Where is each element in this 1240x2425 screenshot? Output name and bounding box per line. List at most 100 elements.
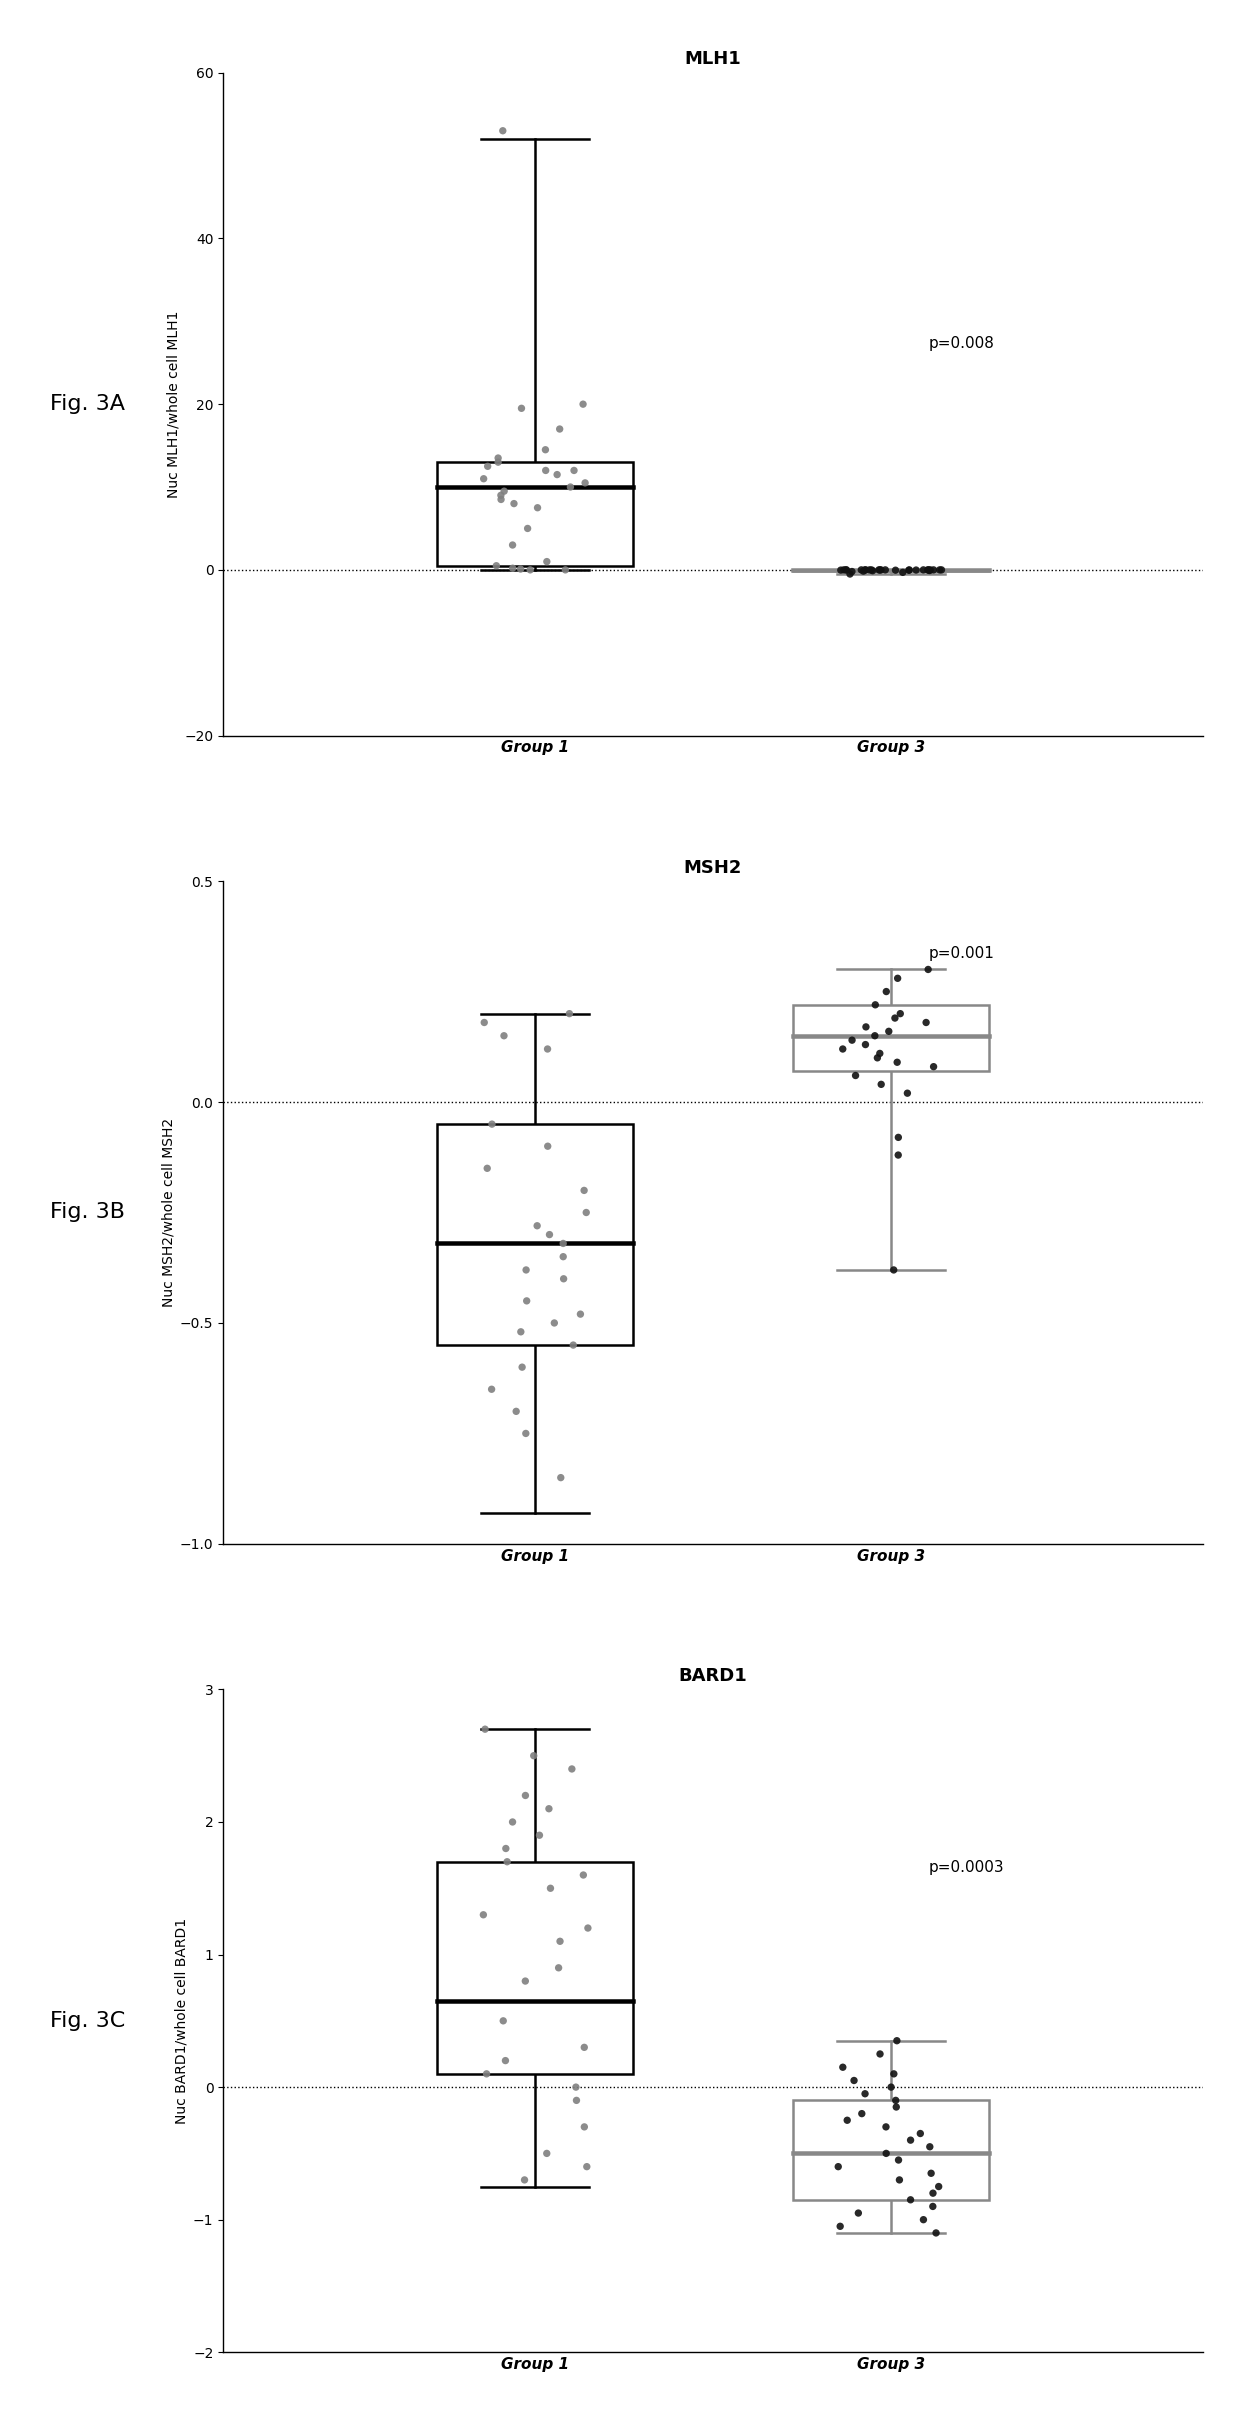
- Point: [494, 2001, 513, 2039]
- Point: [930, 550, 950, 589]
- Point: [564, 451, 584, 490]
- Point: [931, 550, 951, 589]
- Point: [486, 546, 506, 584]
- Point: [515, 2161, 534, 2199]
- Point: [502, 526, 522, 565]
- Point: [910, 2115, 930, 2153]
- Point: [877, 972, 897, 1011]
- Point: [875, 2107, 895, 2146]
- Point: [495, 473, 515, 512]
- Point: [516, 1962, 536, 2001]
- Point: [541, 1870, 560, 1908]
- Point: [887, 2022, 906, 2061]
- Point: [517, 509, 537, 548]
- Point: [893, 553, 913, 592]
- Point: [521, 550, 541, 589]
- Point: [516, 1251, 536, 1290]
- Point: [842, 1021, 862, 1060]
- Point: [929, 2168, 949, 2207]
- Point: [887, 2088, 906, 2127]
- Point: [882, 2069, 901, 2107]
- Point: [556, 550, 575, 589]
- Point: [551, 1457, 570, 1496]
- Point: [916, 1004, 936, 1043]
- Point: [884, 2054, 904, 2093]
- Text: Fig. 3B: Fig. 3B: [50, 1203, 124, 1222]
- Point: [885, 550, 905, 589]
- Text: Fig. 3A: Fig. 3A: [50, 395, 124, 415]
- Point: [538, 1128, 558, 1166]
- Point: [926, 2214, 946, 2253]
- Point: [868, 1038, 888, 1077]
- Point: [496, 1828, 516, 1867]
- Point: [920, 550, 940, 589]
- Point: [875, 550, 895, 589]
- Point: [503, 485, 523, 524]
- Point: [573, 386, 593, 424]
- Point: [553, 1225, 573, 1263]
- Point: [866, 985, 885, 1023]
- Point: [906, 550, 926, 589]
- Point: [837, 550, 857, 589]
- Y-axis label: Nuc BARD1/whole cell BARD1: Nuc BARD1/whole cell BARD1: [175, 1918, 188, 2124]
- Point: [577, 1193, 596, 1232]
- Point: [559, 994, 579, 1033]
- Point: [536, 451, 556, 490]
- Point: [885, 999, 905, 1038]
- Bar: [436, 463, 632, 565]
- Point: [491, 475, 511, 514]
- Point: [846, 1057, 866, 1096]
- Point: [872, 1065, 892, 1103]
- Point: [502, 548, 522, 587]
- Point: [854, 550, 874, 589]
- Point: [923, 2173, 942, 2212]
- Point: [918, 550, 937, 589]
- Point: [553, 1237, 573, 1276]
- Bar: [436, 1125, 632, 1346]
- Point: [489, 439, 508, 478]
- Point: [554, 1259, 574, 1297]
- Point: [537, 543, 557, 582]
- Bar: [794, 1004, 990, 1072]
- Point: [852, 2095, 872, 2134]
- Point: [475, 1004, 495, 1043]
- Point: [877, 2134, 897, 2173]
- Point: [497, 1843, 517, 1882]
- Point: [537, 2134, 557, 2173]
- Point: [538, 1031, 558, 1069]
- Point: [516, 1775, 536, 1814]
- Point: [921, 2153, 941, 2192]
- Point: [862, 550, 882, 589]
- Point: [560, 468, 580, 507]
- Point: [544, 1305, 564, 1343]
- Bar: [794, 2100, 990, 2199]
- Point: [547, 456, 567, 495]
- Point: [919, 951, 939, 989]
- Point: [833, 550, 853, 589]
- Point: [888, 1135, 908, 1174]
- Point: [575, 463, 595, 502]
- Point: [512, 388, 532, 427]
- Point: [848, 2195, 868, 2233]
- Point: [833, 1031, 853, 1069]
- Point: [856, 1006, 875, 1045]
- Point: [870, 1033, 890, 1072]
- Point: [866, 1016, 885, 1055]
- Point: [563, 1326, 583, 1365]
- Point: [476, 2054, 496, 2093]
- Point: [844, 2061, 864, 2100]
- Point: [527, 1205, 547, 1244]
- Point: [919, 550, 939, 589]
- Point: [551, 1923, 570, 1962]
- Point: [923, 2187, 942, 2226]
- Point: [837, 2100, 857, 2139]
- Point: [474, 458, 494, 497]
- Point: [529, 1816, 549, 1855]
- Point: [527, 487, 547, 526]
- Point: [511, 1312, 531, 1351]
- Point: [539, 1790, 559, 1828]
- Point: [884, 1251, 904, 1290]
- Point: [890, 994, 910, 1033]
- Point: [856, 550, 875, 589]
- Point: [573, 1855, 593, 1894]
